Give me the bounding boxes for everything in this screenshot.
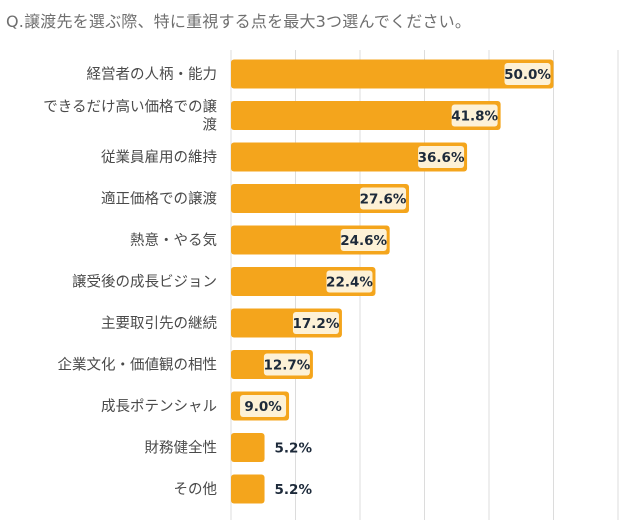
value-label: 27.6% — [360, 192, 407, 208]
bar — [231, 59, 554, 89]
bar — [231, 142, 468, 172]
category-label: 企業文化・価値観の相性 — [58, 356, 218, 374]
value-label-box — [418, 146, 465, 168]
value-label-box — [340, 229, 387, 251]
value-label: 41.8% — [451, 109, 498, 125]
chart-title: Q.譲渡先を選ぶ際、特に重視する点を最大3つ選んでください。 — [6, 12, 472, 31]
value-label-box — [240, 395, 287, 417]
value-label-box — [360, 187, 407, 210]
value-label: 36.6% — [418, 150, 465, 166]
category-label: できるだけ高い価格での譲渡 — [43, 99, 217, 134]
category-label: 適正価格での譲渡 — [101, 190, 217, 208]
bar — [231, 433, 265, 462]
category-label: 財務健全性 — [145, 439, 218, 457]
value-label: 9.0% — [244, 399, 282, 415]
category-label: 従業員雇用の維持 — [101, 149, 217, 166]
value-label-box — [292, 312, 339, 334]
value-label: 12.7% — [263, 358, 310, 374]
value-label-box — [504, 63, 551, 85]
bars: 50.0% 41.8% 36.6% 27.6% 24.6% 22.4% 17.2% 12.7%… — [231, 59, 554, 504]
value-label-box — [263, 353, 310, 376]
value-label: 17.2% — [293, 316, 340, 332]
category-label: 熱意・やる気 — [130, 231, 217, 249]
category-label: 成長ポテンシャル — [101, 398, 217, 415]
category-labels: 経営者の人柄・能力できるだけ高い価格での譲渡従業員雇用の維持適正価格での譲渡熱意… — [43, 66, 217, 498]
category-label: その他 — [174, 481, 218, 498]
value-label-box — [326, 270, 373, 293]
category-label: 譲受後の成長ビジョン — [72, 274, 217, 291]
bar — [231, 474, 265, 504]
bar — [231, 101, 501, 130]
category-label: 経営者の人柄・能力 — [87, 66, 218, 83]
value-label: 24.6% — [340, 233, 387, 249]
category-label: 主要取引先の継続 — [101, 315, 217, 332]
value-label: 5.2% — [275, 441, 313, 457]
value-label: 50.0% — [504, 67, 551, 83]
value-label: 22.4% — [326, 275, 373, 291]
value-label: 5.2% — [275, 482, 313, 498]
value-label-box — [451, 104, 498, 127]
